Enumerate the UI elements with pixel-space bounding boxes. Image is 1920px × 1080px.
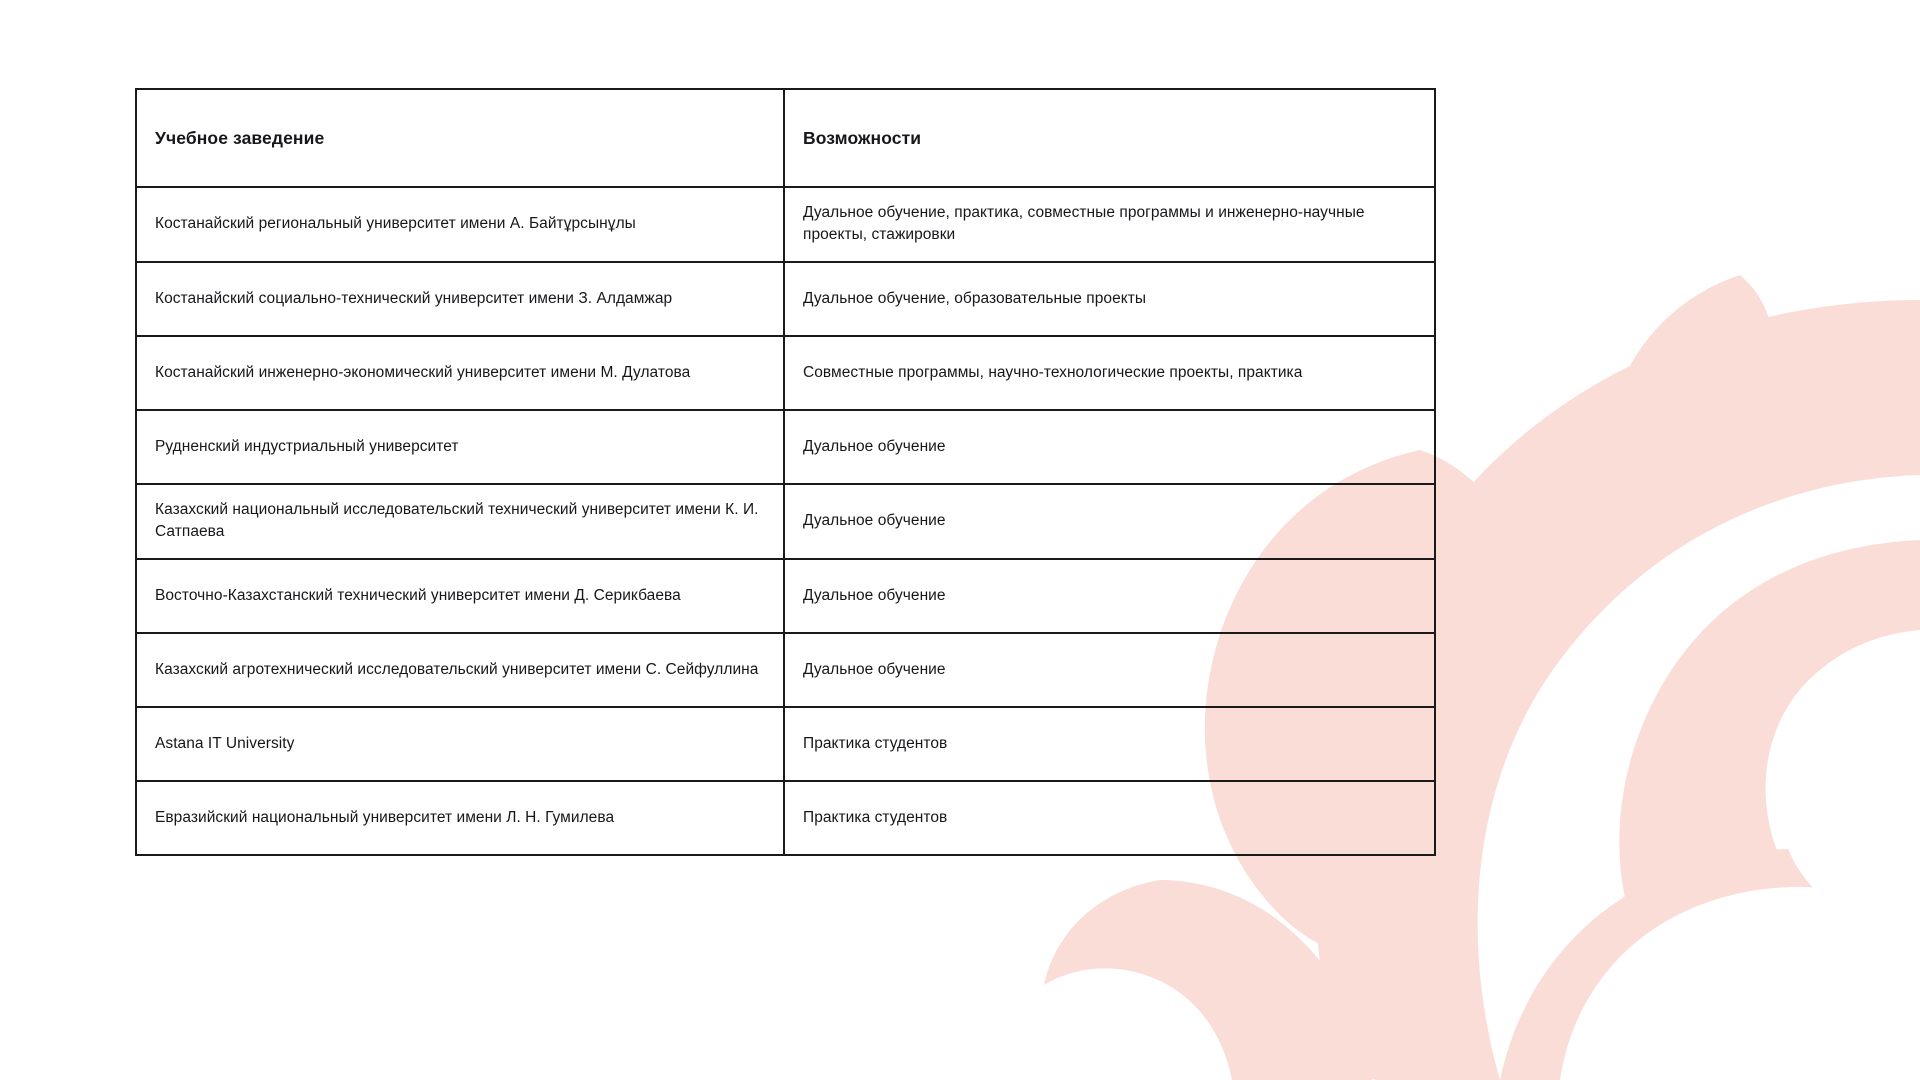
opportunities-text: Дуальное обучение, образовательные проек… xyxy=(803,289,1147,307)
table-row: Восточно-Казахстанский технический униве… xyxy=(135,557,1436,634)
institution-name: Казахский агротехнический исследовательс… xyxy=(155,660,759,678)
table-row: Костанайский региональный университет им… xyxy=(135,186,1436,263)
institution-name: Рудненский индустриальный университет xyxy=(155,437,459,455)
column-header-institution: Учебное заведение xyxy=(135,88,785,188)
opportunities-text: Дуальное обучение xyxy=(803,512,946,530)
cell-opportunities: Практика студентов xyxy=(783,779,1436,856)
table-row: Рудненский индустриальный университет Ду… xyxy=(135,408,1436,485)
cell-opportunities: Дуальное обучение, образовательные проек… xyxy=(783,260,1436,337)
institutions-table: Учебное заведение Возможности Костанайск… xyxy=(135,88,1436,856)
cell-institution: Восточно-Казахстанский технический униве… xyxy=(135,557,785,634)
cell-opportunities: Практика студентов xyxy=(783,705,1436,782)
cell-opportunities: Дуальное обучение xyxy=(783,482,1436,560)
institution-name: Костанайский социально-технический униве… xyxy=(155,289,673,307)
cell-opportunities: Дуальное обучение xyxy=(783,557,1436,634)
cell-institution: Костанайский региональный университет им… xyxy=(135,186,785,263)
opportunities-text: Практика студентов xyxy=(803,734,948,752)
institution-name: Костанайский региональный университет им… xyxy=(155,215,636,233)
opportunities-text: Практика студентов xyxy=(803,808,948,826)
institution-name: Костанайский инженерно-экономический уни… xyxy=(155,363,691,381)
table-header-row: Учебное заведение Возможности xyxy=(135,88,1436,188)
table-row: Костанайский инженерно-экономический уни… xyxy=(135,334,1436,411)
table-body: Костанайский региональный университет им… xyxy=(135,186,1436,856)
opportunities-text: Дуальное обучение xyxy=(803,586,946,604)
institution-name: Казахский национальный исследовательский… xyxy=(155,500,759,541)
table-row: Евразийский национальный университет име… xyxy=(135,779,1436,856)
cell-institution: Astana IT University xyxy=(135,705,785,782)
cell-institution: Евразийский национальный университет име… xyxy=(135,779,785,856)
cell-opportunities: Дуальное обучение xyxy=(783,408,1436,485)
cell-opportunities: Дуальное обучение xyxy=(783,631,1436,708)
table-row: Казахский агротехнический исследовательс… xyxy=(135,631,1436,708)
opportunities-text: Дуальное обучение xyxy=(803,437,946,455)
opportunities-text: Совместные программы, научно-технологиче… xyxy=(803,363,1303,381)
cell-institution: Казахский агротехнический исследовательс… xyxy=(135,631,785,708)
institutions-table-container: Учебное заведение Возможности Костанайск… xyxy=(135,88,1436,856)
column-header-opportunities: Возможности xyxy=(783,88,1436,188)
table-row: Казахский национальный исследовательский… xyxy=(135,482,1436,560)
institution-name: Евразийский национальный университет име… xyxy=(155,808,615,826)
table-row: Astana IT University Практика студентов xyxy=(135,705,1436,782)
cell-institution: Костанайский социально-технический униве… xyxy=(135,260,785,337)
cell-opportunities: Совместные программы, научно-технологиче… xyxy=(783,334,1436,411)
table-row: Костанайский социально-технический униве… xyxy=(135,260,1436,337)
cell-institution: Рудненский индустриальный университет xyxy=(135,408,785,485)
cell-institution: Костанайский инженерно-экономический уни… xyxy=(135,334,785,411)
opportunities-text: Дуальное обучение, практика, совместные … xyxy=(803,204,1365,244)
cell-institution: Казахский национальный исследовательский… xyxy=(135,482,785,560)
opportunities-text: Дуальное обучение xyxy=(803,660,946,678)
cell-opportunities: Дуальное обучение, практика, совместные … xyxy=(783,186,1436,263)
institution-name: Восточно-Казахстанский технический униве… xyxy=(155,586,681,604)
table-header: Учебное заведение Возможности xyxy=(135,88,1436,188)
institution-name: Astana IT University xyxy=(155,734,295,752)
